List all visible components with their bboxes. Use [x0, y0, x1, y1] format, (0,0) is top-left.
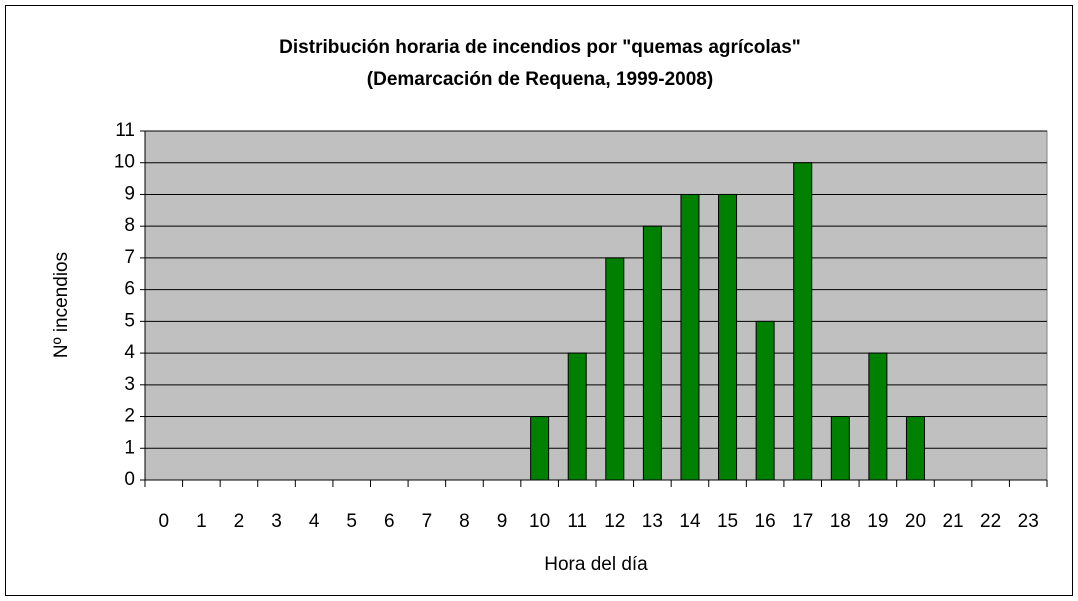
x-tick-label: 5	[346, 511, 357, 532]
y-tick-label: 0	[124, 469, 135, 490]
x-tick-label: 21	[942, 511, 963, 532]
x-tick-label: 15	[717, 511, 738, 532]
x-tick-label: 1	[196, 511, 207, 532]
y-tick-label: 8	[124, 215, 135, 236]
y-axis-title: Nº incendios	[51, 252, 72, 358]
x-tick-label: 17	[792, 511, 813, 532]
y-tick-label: 9	[124, 183, 135, 204]
x-tick-label: 19	[867, 511, 888, 532]
chart-subtitle: (Demarcación de Requena, 1999-2008)	[367, 69, 713, 90]
bar	[567, 352, 587, 481]
y-tick-label: 3	[124, 374, 135, 395]
y-tick-label: 7	[124, 247, 135, 268]
y-tick-label: 2	[124, 406, 135, 427]
x-tick-label: 3	[271, 511, 282, 532]
x-tick-label: 8	[459, 511, 470, 532]
x-tick-label: 0	[159, 511, 170, 532]
x-tick-label: 10	[529, 511, 550, 532]
bar	[755, 320, 775, 481]
y-tick-label: 10	[114, 152, 135, 173]
x-tick-label: 16	[755, 511, 776, 532]
x-tick-label: 7	[422, 511, 433, 532]
bar	[530, 416, 550, 481]
bar	[605, 257, 625, 481]
bar	[793, 162, 813, 481]
y-tick-label: 11	[115, 120, 135, 141]
x-tick-label: 18	[830, 511, 851, 532]
bar	[680, 193, 700, 481]
x-tick-label: 11	[567, 511, 587, 532]
y-tick-label: 5	[124, 310, 135, 331]
bar	[868, 352, 888, 481]
plot-area	[144, 130, 1048, 481]
chart-title: Distribución horaria de incendios por "q…	[279, 37, 801, 58]
x-tick-label: 4	[309, 511, 320, 532]
y-tick-label: 1	[124, 437, 135, 458]
bar	[830, 416, 850, 481]
x-tick-label: 9	[497, 511, 508, 532]
bar	[905, 416, 925, 481]
bar	[642, 225, 662, 481]
x-tick-label: 23	[1018, 511, 1039, 532]
x-tick-label: 2	[234, 511, 245, 532]
x-tick-label: 22	[980, 511, 1001, 532]
x-tick-label: 20	[905, 511, 926, 532]
x-tick-label: 12	[604, 511, 625, 532]
y-tick-label: 4	[124, 342, 135, 363]
x-tick-label: 6	[384, 511, 395, 532]
y-tick-label: 6	[124, 279, 135, 300]
x-tick-label: 14	[679, 511, 701, 532]
x-tick-label: 13	[642, 511, 663, 532]
bar	[718, 193, 738, 481]
x-axis-title: Hora del día	[544, 554, 648, 575]
